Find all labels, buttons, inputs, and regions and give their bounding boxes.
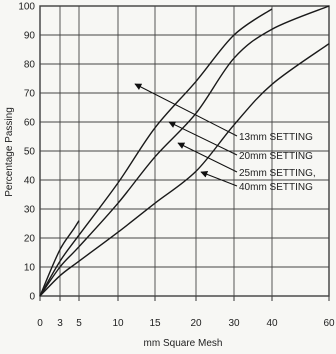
series-line-40mm [39,43,330,297]
x-tick-label: 30 [228,318,240,329]
annotation-label: 25mm SETTING, [239,168,316,179]
series-line-13mm [39,220,80,297]
annotation-label: 20mm SETTING [239,151,313,162]
annotations: 13mm SETTING 20mm SETTING 25mm SETTING, 40m… [134,83,316,193]
annotation-arrow [200,171,238,187]
annotation-label: 13mm SETTING [239,132,313,143]
y-tick-label: 20 [24,234,36,245]
y-axis-title: Percentage Passing [4,107,15,197]
series-lines [39,5,330,297]
y-tick-label: 40 [24,176,36,187]
y-tick-label: 70 [24,89,36,100]
grid [39,5,330,301]
x-tick-label: 10 [112,318,124,329]
annotation-arrow [177,142,238,173]
x-tick-label: 15 [149,318,161,329]
annotation-arrow [134,83,238,137]
y-tick-label: 0 [29,292,35,303]
y-tick-label: 30 [24,205,36,216]
x-axis-title: mm Square Mesh [144,338,223,349]
y-tick-label: 10 [24,263,36,274]
series-line-20mm [39,8,273,297]
series-line-25mm [39,5,330,297]
x-tick-label: 3 [57,318,63,329]
annotation-label: 40mm SETTING [239,182,313,193]
x-tick-label: 60 [323,318,335,329]
y-tick-label: 100 [18,2,35,13]
y-tick-label: 80 [24,60,36,71]
y-tick-label: 60 [24,118,36,129]
x-tick-label: 0 [37,318,43,329]
tick-labels: 0 3 5 10 15 20 30 40 60 0 10 20 30 40 50 60 70 80 90 100 [18,2,335,330]
y-tick-label: 50 [24,147,36,158]
x-tick-label: 5 [76,318,82,329]
annotation-arrow [168,121,238,156]
x-tick-label: 20 [190,318,202,329]
x-tick-label: 40 [266,318,278,329]
y-tick-label: 90 [24,31,36,42]
